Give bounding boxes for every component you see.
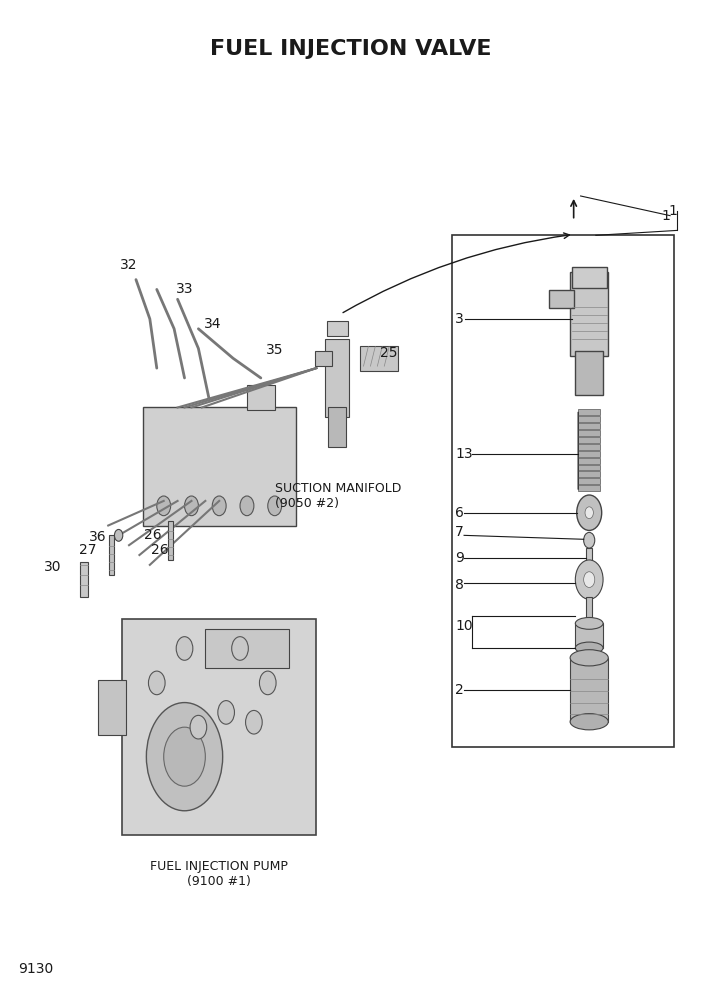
Circle shape <box>240 496 254 516</box>
Text: 26: 26 <box>152 543 169 558</box>
Bar <box>586 549 592 567</box>
Text: 9130: 9130 <box>18 962 53 976</box>
Circle shape <box>583 533 595 549</box>
Ellipse shape <box>570 650 608 666</box>
Bar <box>578 464 600 470</box>
Text: 36: 36 <box>89 531 107 545</box>
Text: 30: 30 <box>44 559 62 573</box>
Bar <box>109 536 114 574</box>
Text: 8: 8 <box>455 577 464 591</box>
Bar <box>578 417 600 423</box>
Text: SUCTION MANIFOLD
(9050 #2): SUCTION MANIFOLD (9050 #2) <box>274 482 401 510</box>
Ellipse shape <box>576 617 603 629</box>
Circle shape <box>190 715 206 739</box>
Bar <box>205 629 289 669</box>
Text: 32: 32 <box>120 258 138 272</box>
Circle shape <box>114 530 123 542</box>
Text: 34: 34 <box>204 316 221 331</box>
Bar <box>143 408 296 526</box>
Circle shape <box>267 496 282 516</box>
Bar <box>168 521 173 559</box>
Bar <box>578 471 600 477</box>
Text: 1: 1 <box>661 208 670 222</box>
Text: 7: 7 <box>455 526 464 540</box>
Bar <box>359 346 398 371</box>
Text: 6: 6 <box>455 506 464 520</box>
Text: 3: 3 <box>455 311 464 326</box>
Bar <box>326 321 347 336</box>
Circle shape <box>147 702 223 810</box>
Bar <box>325 338 350 418</box>
Bar <box>550 291 574 309</box>
Bar <box>314 351 332 366</box>
Circle shape <box>576 559 603 599</box>
Bar <box>578 457 600 463</box>
Bar <box>576 623 603 648</box>
Bar <box>578 437 600 442</box>
Circle shape <box>176 637 193 661</box>
Text: 2: 2 <box>455 682 464 696</box>
Circle shape <box>246 710 263 734</box>
Bar <box>586 597 592 621</box>
Bar <box>247 385 274 410</box>
Text: 1: 1 <box>668 203 677 217</box>
Text: FUEL INJECTION VALVE: FUEL INJECTION VALVE <box>211 39 491 59</box>
Bar <box>578 443 600 449</box>
Bar <box>570 658 608 722</box>
Bar <box>578 478 600 484</box>
Circle shape <box>583 571 595 587</box>
Bar <box>578 424 600 430</box>
Text: 35: 35 <box>266 343 284 357</box>
Circle shape <box>260 672 276 694</box>
Bar <box>329 408 346 446</box>
Circle shape <box>218 700 234 724</box>
Bar <box>576 351 603 395</box>
Text: 9: 9 <box>455 551 464 565</box>
Bar <box>80 562 88 597</box>
Text: 10: 10 <box>455 619 472 633</box>
Bar <box>98 681 126 734</box>
Text: 26: 26 <box>145 529 162 543</box>
Bar <box>578 485 600 491</box>
Text: 25: 25 <box>380 346 398 360</box>
Bar <box>451 235 673 747</box>
Bar <box>578 450 600 456</box>
Bar <box>578 410 600 416</box>
Circle shape <box>577 495 602 531</box>
Ellipse shape <box>570 713 608 730</box>
Bar <box>578 431 600 435</box>
Circle shape <box>212 496 226 516</box>
Circle shape <box>585 507 593 519</box>
Circle shape <box>164 727 205 787</box>
Text: 13: 13 <box>455 446 472 460</box>
Bar <box>570 272 608 356</box>
Circle shape <box>148 672 165 694</box>
Text: 27: 27 <box>79 543 96 558</box>
Ellipse shape <box>576 642 603 654</box>
Circle shape <box>232 637 249 661</box>
Circle shape <box>185 496 199 516</box>
Bar <box>572 267 607 289</box>
Text: 33: 33 <box>176 283 193 297</box>
Bar <box>122 619 317 835</box>
Text: FUEL INJECTION PUMP
(9100 #1): FUEL INJECTION PUMP (9100 #1) <box>150 860 288 888</box>
Circle shape <box>157 496 171 516</box>
